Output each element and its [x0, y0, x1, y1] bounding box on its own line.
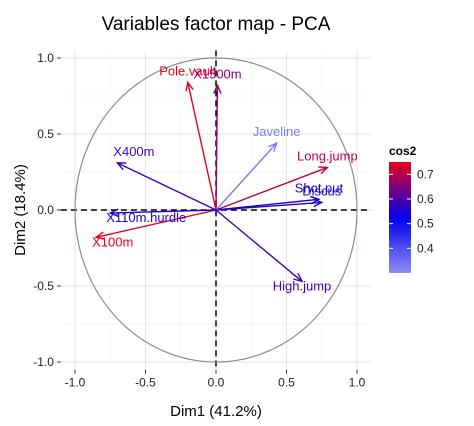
legend-tick-label: 0.6	[417, 192, 434, 206]
unit-circle-layer	[74, 57, 358, 363]
variable-arrow	[215, 85, 219, 211]
correlation-circle	[74, 57, 358, 363]
chart-title: Variables factor map - PCA	[102, 14, 331, 35]
arrow-head	[213, 83, 222, 94]
arrow-head	[94, 231, 106, 240]
y-tick-label: -0.5	[33, 279, 54, 293]
legend-tick-label: 0.5	[417, 217, 434, 231]
x-axis-label: Dim1 (41.2%)	[170, 403, 262, 420]
axes: -1.0 -0.5 0.0 0.5 1.0 -1.0 -0.5 0.0 0.5 1.0	[33, 51, 365, 390]
arrow-head	[108, 208, 119, 218]
variable-label: Pole.vault	[159, 63, 216, 78]
y-axis-label: Dim2 (18.4%)	[12, 164, 29, 256]
variable-label: Long.jump	[297, 148, 358, 163]
y-tick-label: 0.0	[37, 203, 54, 217]
variable-labels: X100m Long.jump Shot.put High.jump X400m X110…	[92, 63, 358, 293]
variable-label: High.jump	[273, 278, 332, 293]
variable-label: Shot.put	[295, 180, 344, 195]
legend-colorbar	[389, 162, 411, 273]
y-tick-label: 1.0	[37, 51, 54, 65]
x-tick-label: 0.5	[278, 376, 295, 390]
y-tick-label: 0.5	[37, 127, 54, 141]
arrow-head	[293, 273, 304, 283]
arrow-head	[115, 162, 127, 171]
y-tick-label: -1.0	[33, 355, 54, 369]
variable-arrow	[116, 162, 217, 211]
x-tick-label: 1.0	[349, 376, 366, 390]
arrow-head	[268, 141, 278, 152]
variable-label: X100m	[92, 234, 133, 249]
arrow-head	[318, 166, 329, 175]
variable-label: X110m.hurdle	[106, 210, 186, 225]
arrow-head	[313, 198, 324, 208]
cos2-legend: cos2 0.4 0.5 0.6 0.7	[389, 144, 434, 273]
variable-arrows	[94, 80, 329, 283]
x-tick-label: -0.5	[135, 376, 156, 390]
legend-tick-label: 0.4	[417, 241, 434, 255]
x-tick-label: -1.0	[65, 376, 86, 390]
variable-arrow	[215, 166, 328, 211]
variable-arrow	[110, 209, 217, 214]
x-tick-label: 0.0	[208, 376, 225, 390]
variable-label: Javeline	[253, 124, 301, 139]
variable-label: X400m	[113, 144, 154, 159]
variable-arrow	[95, 209, 217, 239]
variable-label: X1500m	[193, 66, 241, 81]
arrow-head	[185, 80, 194, 92]
variable-label: Discus	[302, 183, 342, 198]
legend-title: cos2	[389, 144, 417, 158]
variable-arrow	[187, 82, 217, 211]
variable-arrow	[215, 201, 322, 211]
variable-arrow	[215, 142, 278, 211]
legend-tick-label: 0.7	[417, 167, 434, 181]
variable-arrow	[215, 209, 303, 282]
